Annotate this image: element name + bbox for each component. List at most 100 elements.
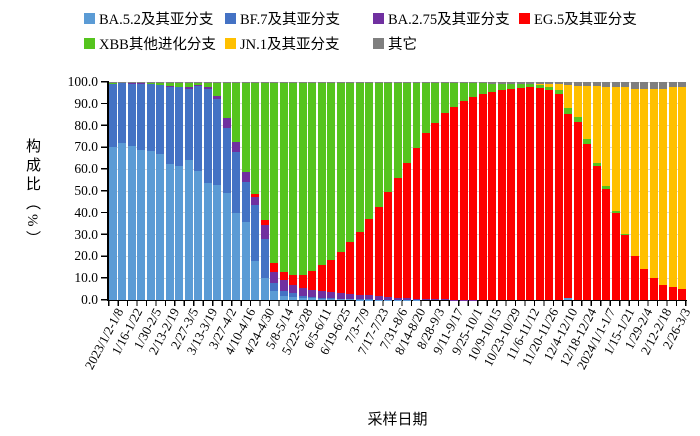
bar-segment bbox=[421, 133, 430, 299]
stacked-bar bbox=[459, 82, 468, 300]
bar-segment bbox=[516, 82, 525, 84]
bar-segment bbox=[668, 286, 677, 300]
bar-segment bbox=[251, 260, 260, 300]
bar-segment bbox=[421, 83, 430, 134]
bar-segment bbox=[270, 262, 279, 272]
bar-segment bbox=[564, 107, 573, 115]
stacked-bar bbox=[611, 82, 620, 300]
stacked-bar bbox=[630, 82, 639, 300]
bar-segment bbox=[384, 192, 393, 297]
bar-segment bbox=[127, 83, 136, 147]
stacked-bar bbox=[137, 82, 146, 300]
bar-segment bbox=[222, 193, 231, 300]
bar-segment bbox=[317, 297, 326, 299]
bar-segment bbox=[251, 197, 260, 205]
bar-segment bbox=[450, 106, 459, 300]
bar-segment bbox=[659, 284, 668, 300]
stacked-bar bbox=[146, 82, 155, 300]
bar-segment bbox=[260, 220, 269, 225]
bar-segment bbox=[393, 83, 402, 178]
bar-segment bbox=[621, 234, 630, 300]
bar-segment bbox=[222, 82, 231, 84]
legend-label: JN.1及其亚分支 bbox=[240, 37, 340, 53]
bar-segment bbox=[327, 259, 336, 293]
bar-segment bbox=[203, 83, 212, 87]
stacked-bar bbox=[488, 82, 497, 300]
bar-segment bbox=[516, 87, 525, 300]
bar-segment bbox=[317, 82, 326, 84]
bar-segment bbox=[260, 83, 269, 221]
legend-label: BA.5.2及其亚分支 bbox=[99, 12, 214, 28]
bar-segment bbox=[488, 82, 497, 84]
stacked-bar bbox=[516, 82, 525, 300]
bar-segment bbox=[412, 82, 421, 84]
bar-segment bbox=[279, 280, 288, 292]
bar-segment bbox=[194, 82, 203, 84]
bar-segment bbox=[507, 83, 516, 89]
stacked-bar bbox=[279, 82, 288, 300]
y-tick-label: 80.0 bbox=[74, 117, 98, 133]
bar-segment bbox=[346, 294, 355, 299]
bar-segment bbox=[554, 84, 563, 90]
legend-row-1: BA.5.2及其亚分支 BF.7及其亚分支 BA.2.75及其亚分支 EG.5及其亚分… bbox=[0, 6, 700, 31]
stacked-bar bbox=[469, 82, 478, 300]
y-tick-label: 70.0 bbox=[74, 139, 98, 155]
bar-segment bbox=[412, 83, 421, 149]
stacked-bar bbox=[194, 82, 203, 300]
bar-segment bbox=[450, 82, 459, 84]
bar-segment bbox=[431, 82, 440, 84]
bar-segment bbox=[621, 87, 630, 234]
bar-segment bbox=[165, 83, 174, 86]
bar-segment bbox=[222, 128, 231, 194]
bar-segment bbox=[346, 83, 355, 242]
bar-segment bbox=[251, 82, 260, 84]
bar-segment bbox=[535, 82, 544, 85]
bar-segment bbox=[611, 210, 620, 213]
bar-segment bbox=[478, 83, 487, 94]
y-tick-label: 50.0 bbox=[74, 183, 98, 198]
stacked-bar bbox=[156, 82, 165, 300]
bar-segment bbox=[564, 82, 573, 86]
bar-segment bbox=[431, 299, 440, 300]
legend-label: BF.7及其亚分支 bbox=[240, 12, 340, 28]
bar-segment bbox=[535, 84, 544, 88]
bar-segment bbox=[412, 148, 421, 299]
legend-swatch-icon bbox=[225, 38, 236, 49]
bar-segment bbox=[109, 82, 117, 84]
bar-segment bbox=[232, 151, 241, 213]
bar-segment bbox=[156, 153, 165, 300]
bar-segment bbox=[289, 293, 298, 297]
stacked-bar bbox=[640, 82, 649, 300]
bar-segment bbox=[336, 298, 345, 300]
bar-segment bbox=[649, 88, 658, 279]
stacked-bar bbox=[251, 82, 260, 300]
stacked-bar bbox=[374, 82, 383, 300]
bar-segment bbox=[308, 298, 317, 300]
stacked-bar bbox=[440, 82, 449, 300]
bar-segment bbox=[317, 83, 326, 266]
bar-segment bbox=[327, 292, 336, 299]
bar-segment bbox=[298, 83, 307, 275]
bar-segment bbox=[459, 82, 468, 84]
bar-segment bbox=[668, 87, 677, 287]
bar-segment bbox=[156, 85, 165, 154]
stacked-bar bbox=[289, 82, 298, 300]
bar-segment bbox=[184, 82, 193, 84]
bar-segment bbox=[478, 82, 487, 84]
x-axis-line bbox=[107, 299, 687, 302]
bar-segment bbox=[118, 82, 127, 83]
y-axis-line bbox=[107, 81, 109, 301]
legend-swatch-icon bbox=[373, 38, 384, 49]
bar-segment bbox=[384, 82, 393, 84]
bar-segment bbox=[440, 82, 449, 84]
bar-segment bbox=[270, 83, 279, 263]
bar-segment bbox=[327, 83, 336, 260]
bar-segment bbox=[497, 82, 506, 84]
bar-segment bbox=[175, 86, 184, 88]
stacked-bar bbox=[583, 82, 592, 300]
bar-segment bbox=[374, 296, 383, 300]
stacked-bar bbox=[403, 82, 411, 300]
bar-segment bbox=[355, 82, 364, 84]
bar-segment bbox=[194, 171, 203, 300]
bar-segment bbox=[260, 224, 269, 239]
